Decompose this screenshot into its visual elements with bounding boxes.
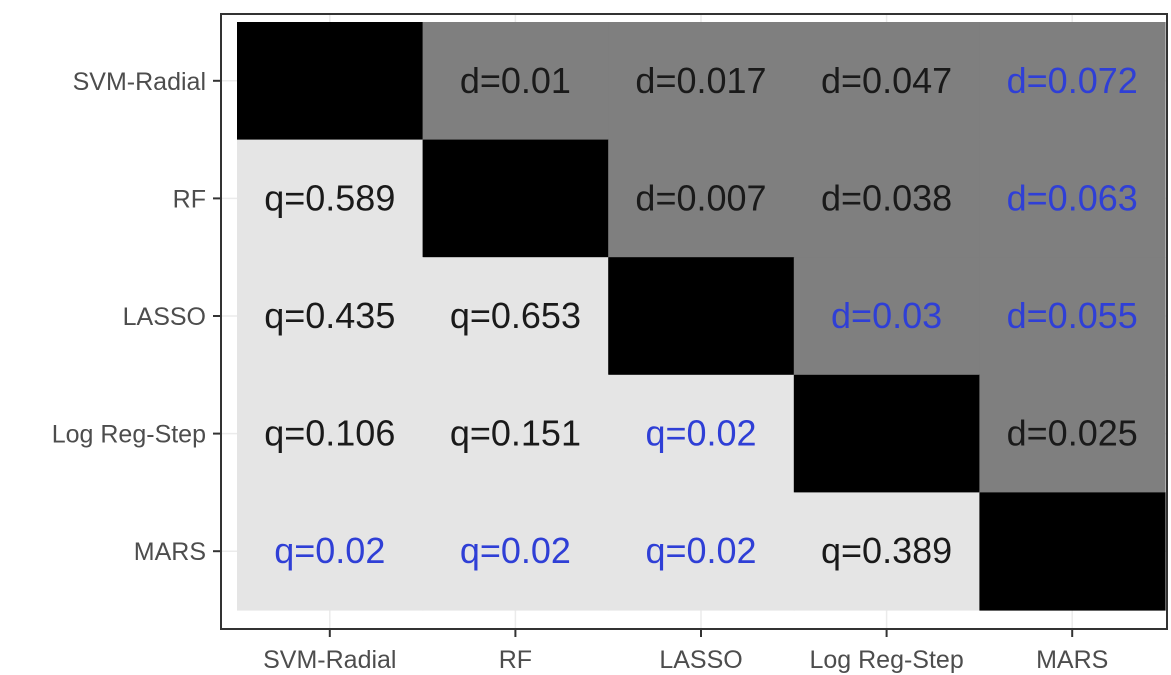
cell-labels: d=0.01 d=0.017 d=0.047 d=0.072 q=0.589 d=0.00…: [264, 60, 1138, 571]
heatmap-cell-rf-lasso: [608, 139, 795, 258]
cell-label-log-reg-step-mars: d=0.025: [1007, 413, 1138, 454]
y-tick-label-rf: RF: [173, 185, 206, 213]
heatmap-cell-mars-svm-radial: [237, 492, 424, 611]
heatmap-cell-log-reg-step-log-reg-step: [793, 374, 980, 493]
heatmap-cell-mars-log-reg-step: [793, 492, 980, 611]
heatmap-cell-rf-mars: [979, 139, 1166, 258]
cell-label-svm-radial-rf: d=0.01: [460, 60, 571, 101]
y-tick-label-mars: MARS: [134, 538, 206, 566]
x-tick-label-log-reg-step: Log Reg-Step: [809, 646, 963, 674]
heatmap-cell-mars-rf: [422, 492, 609, 611]
x-tick-label-mars: MARS: [1036, 646, 1108, 674]
heatmap-cell-log-reg-step-lasso: [608, 374, 795, 493]
cell-label-mars-rf: q=0.02: [460, 530, 571, 571]
cell-label-log-reg-step-svm-radial: q=0.106: [264, 413, 395, 454]
cell-label-svm-radial-log-reg-step: d=0.047: [821, 60, 952, 101]
x-tick-label-rf: RF: [499, 646, 532, 674]
cell-label-svm-radial-mars: d=0.072: [1007, 60, 1138, 101]
heatmap-cell-lasso-mars: [979, 257, 1166, 376]
heatmap-cell-mars-mars: [979, 492, 1166, 611]
heatmap-cell-log-reg-step-mars: [979, 374, 1166, 493]
cell-label-mars-lasso: q=0.02: [645, 530, 756, 571]
heatmap-cell-lasso-log-reg-step: [793, 257, 980, 376]
cell-label-log-reg-step-rf: q=0.151: [450, 413, 581, 454]
heatmap-cell-rf-rf: [422, 139, 609, 258]
heatmap-cell-log-reg-step-svm-radial: [237, 374, 424, 493]
heatmap-cell-svm-radial-lasso: [608, 22, 795, 141]
y-tick-label-log-reg-step: Log Reg-Step: [52, 421, 206, 449]
x-tick-label-svm-radial: SVM-Radial: [263, 646, 396, 674]
cell-label-lasso-svm-radial: q=0.435: [264, 295, 395, 336]
heatmap-cells: [237, 22, 1166, 611]
heatmap-cell-svm-radial-mars: [979, 22, 1166, 141]
heatmap-cell-svm-radial-rf: [422, 22, 609, 141]
y-tick-label-lasso: LASSO: [123, 303, 206, 331]
heatmap-cell-rf-svm-radial: [237, 139, 424, 258]
cell-label-lasso-log-reg-step: d=0.03: [831, 295, 942, 336]
cell-label-mars-svm-radial: q=0.02: [274, 530, 385, 571]
cell-label-svm-radial-lasso: d=0.017: [635, 60, 766, 101]
cell-label-rf-log-reg-step: d=0.038: [821, 177, 952, 218]
cell-label-log-reg-step-lasso: q=0.02: [645, 413, 756, 454]
cell-label-rf-mars: d=0.063: [1007, 177, 1138, 218]
heatmap-cell-lasso-svm-radial: [237, 257, 424, 376]
cell-label-mars-log-reg-step: q=0.389: [821, 530, 952, 571]
heatmap-cell-mars-lasso: [608, 492, 795, 611]
y-tick-label-svm-radial: SVM-Radial: [73, 68, 206, 96]
cell-label-lasso-rf: q=0.653: [450, 295, 581, 336]
heatmap-cell-rf-log-reg-step: [793, 139, 980, 258]
heatmap-cell-lasso-lasso: [608, 257, 795, 376]
heatmap-cell-log-reg-step-rf: [422, 374, 609, 493]
axis-ticks: SVM-Radial RF LASSO Log Reg-Step MARS SVM-Rad…: [52, 68, 1109, 674]
cell-label-rf-lasso: d=0.007: [635, 177, 766, 218]
heatmap-cell-svm-radial-svm-radial: [237, 22, 424, 141]
x-tick-label-lasso: LASSO: [659, 646, 742, 674]
cell-label-rf-svm-radial: q=0.589: [264, 177, 395, 218]
heatmap-cell-svm-radial-log-reg-step: [793, 22, 980, 141]
cell-label-lasso-mars: d=0.055: [1007, 295, 1138, 336]
heatmap-cell-lasso-rf: [422, 257, 609, 376]
